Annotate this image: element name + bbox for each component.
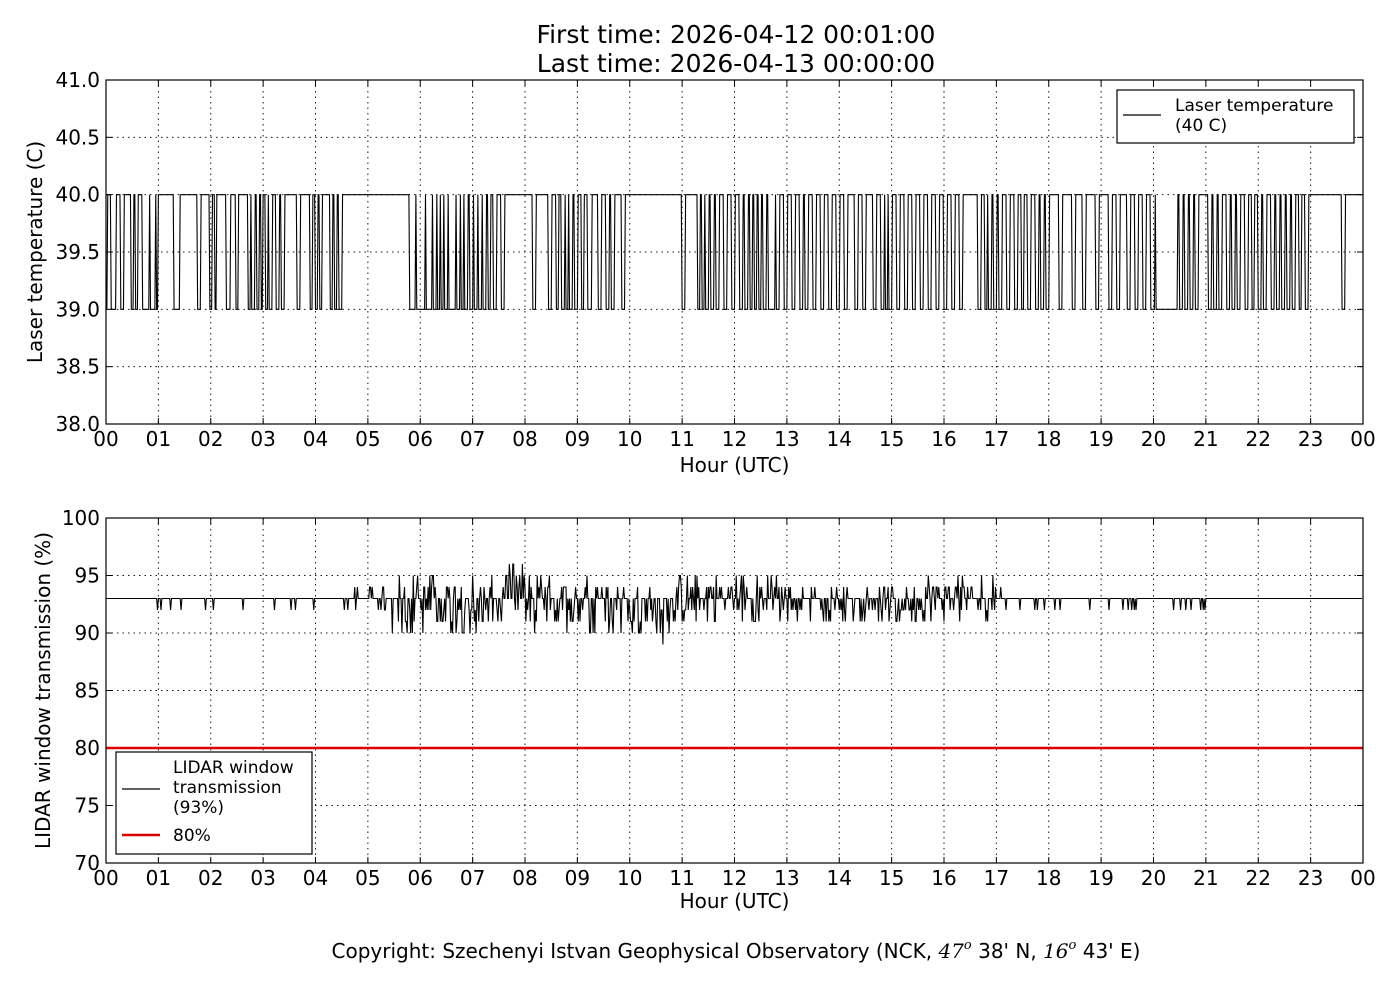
x-tick-label: 22 <box>1246 866 1271 890</box>
x-tick-label: 11 <box>669 866 694 890</box>
legend-box <box>115 751 313 855</box>
y-tick-label: 38.5 <box>55 355 100 379</box>
x-tick-label: 14 <box>827 866 852 890</box>
x-tick-label: 07 <box>460 427 485 451</box>
x-tick-label: 03 <box>250 866 275 890</box>
x-tick-label: 21 <box>1193 427 1218 451</box>
transmission-panel: 00 01 02 03 04 05 06 07 08 09 10 11 12 13 14 15 16 17 18 19… <box>31 506 1376 913</box>
x-tick-label: 05 <box>355 427 380 451</box>
temperature-panel: 00 01 02 03 04 05 06 07 08 09 10 11 12 13 14 15 16 17 18 19… <box>23 68 1376 477</box>
x-tick-label: 23 <box>1298 427 1323 451</box>
x-tick-label: 04 <box>303 427 328 451</box>
legend-box <box>1116 89 1355 144</box>
y-tick-label: 85 <box>75 679 100 703</box>
copyright-prefix: Copyright: Szechenyi Istvan Geophysical … <box>332 939 939 963</box>
temperature-y-axis-label: Laser temperature (C) <box>23 141 47 363</box>
transmission-axes-frame <box>105 517 1364 864</box>
temperature-legend: Laser temperature(40 C) <box>1116 89 1355 144</box>
x-tick-label: 13 <box>774 427 799 451</box>
x-tick-label: 00 <box>1350 866 1375 890</box>
x-tick-label: 08 <box>512 427 537 451</box>
title-line-1: First time: 2026-04-12 00:01:00 <box>537 20 936 49</box>
y-tick-label: 40.5 <box>55 125 100 149</box>
y-tick-label: 75 <box>75 794 100 818</box>
x-tick-label: 17 <box>984 866 1009 890</box>
x-tick-label: 12 <box>722 866 747 890</box>
title-line-2: Last time: 2026-04-13 00:00:00 <box>537 49 935 78</box>
x-tick-label: 21 <box>1193 866 1218 890</box>
x-tick-label: 10 <box>617 866 642 890</box>
x-tick-label: 02 <box>198 427 223 451</box>
x-tick-label: 02 <box>198 866 223 890</box>
temperature-plot-area <box>106 194 1363 310</box>
temperature-series-line <box>106 194 1363 310</box>
x-tick-label: 15 <box>879 427 904 451</box>
copyright-lat-deg: 47 <box>937 939 964 963</box>
x-tick-label: 06 <box>408 427 433 451</box>
x-tick-label: 07 <box>460 866 485 890</box>
y-tick-label: 80 <box>75 736 100 760</box>
legend-label-temperature: Laser temperature <box>1175 96 1333 116</box>
x-tick-label: 20 <box>1141 866 1166 890</box>
copyright-lat-min: 38' N, <box>972 939 1043 963</box>
x-tick-label: 06 <box>408 866 433 890</box>
x-tick-label: 13 <box>774 866 799 890</box>
x-tick-label: 19 <box>1088 866 1113 890</box>
transmission-plot-area <box>106 563 1363 750</box>
y-tick-label: 40.0 <box>55 183 100 207</box>
x-tick-label: 22 <box>1246 427 1271 451</box>
y-tick-label: 100 <box>62 506 100 530</box>
legend-label-threshold: 80% <box>173 826 211 846</box>
legend-label-transmission: (93%) <box>173 798 224 818</box>
x-tick-label: 16 <box>931 866 956 890</box>
temperature-x-axis-label: Hour (UTC) <box>680 453 790 477</box>
x-tick-label: 12 <box>722 427 747 451</box>
x-tick-label: 18 <box>1036 866 1061 890</box>
x-tick-label: 14 <box>827 427 852 451</box>
x-tick-label: 00 <box>1350 427 1375 451</box>
x-tick-label: 20 <box>1141 427 1166 451</box>
x-tick-label: 05 <box>355 866 380 890</box>
legend-label-temperature: (40 C) <box>1175 116 1227 136</box>
x-tick-label: 23 <box>1298 866 1323 890</box>
copyright-lat-sup: o <box>964 938 972 953</box>
copyright-lon-min: 43' E) <box>1076 939 1140 963</box>
y-tick-label: 39.0 <box>55 297 100 321</box>
y-tick-label: 38.0 <box>55 412 100 436</box>
x-tick-label: 08 <box>512 866 537 890</box>
x-tick-label: 19 <box>1088 427 1113 451</box>
y-tick-label: 90 <box>75 621 100 645</box>
x-tick-label: 09 <box>565 866 590 890</box>
copyright-lon-sup: o <box>1069 938 1077 953</box>
temperature-axes-frame <box>105 79 1364 425</box>
x-tick-label: 03 <box>250 427 275 451</box>
x-tick-label: 09 <box>565 427 590 451</box>
y-tick-label: 41.0 <box>55 68 100 92</box>
copyright: Copyright: Szechenyi Istvan Geophysical … <box>332 938 1141 963</box>
x-tick-label: 00 <box>93 866 118 890</box>
x-tick-label: 16 <box>931 427 956 451</box>
y-tick-label: 70 <box>75 851 100 875</box>
transmission-y-axis-label: LIDAR window transmission (%) <box>31 532 55 849</box>
x-tick-label: 00 <box>93 427 118 451</box>
x-tick-label: 15 <box>879 866 904 890</box>
x-tick-label: 17 <box>984 427 1009 451</box>
y-tick-label: 95 <box>75 564 100 588</box>
transmission-series-line <box>106 563 1363 645</box>
x-tick-label: 10 <box>617 427 642 451</box>
copyright-lon-deg: 16 <box>1043 939 1069 963</box>
x-tick-label: 18 <box>1036 427 1061 451</box>
x-tick-label: 04 <box>303 866 328 890</box>
transmission-x-axis-label: Hour (UTC) <box>680 889 790 913</box>
x-tick-label: 11 <box>669 427 694 451</box>
legend-label-transmission: transmission <box>173 778 282 798</box>
legend-label-transmission: LIDAR window <box>173 758 294 778</box>
y-tick-label: 39.5 <box>55 240 100 264</box>
x-tick-label: 01 <box>146 427 171 451</box>
x-tick-label: 01 <box>146 866 171 890</box>
